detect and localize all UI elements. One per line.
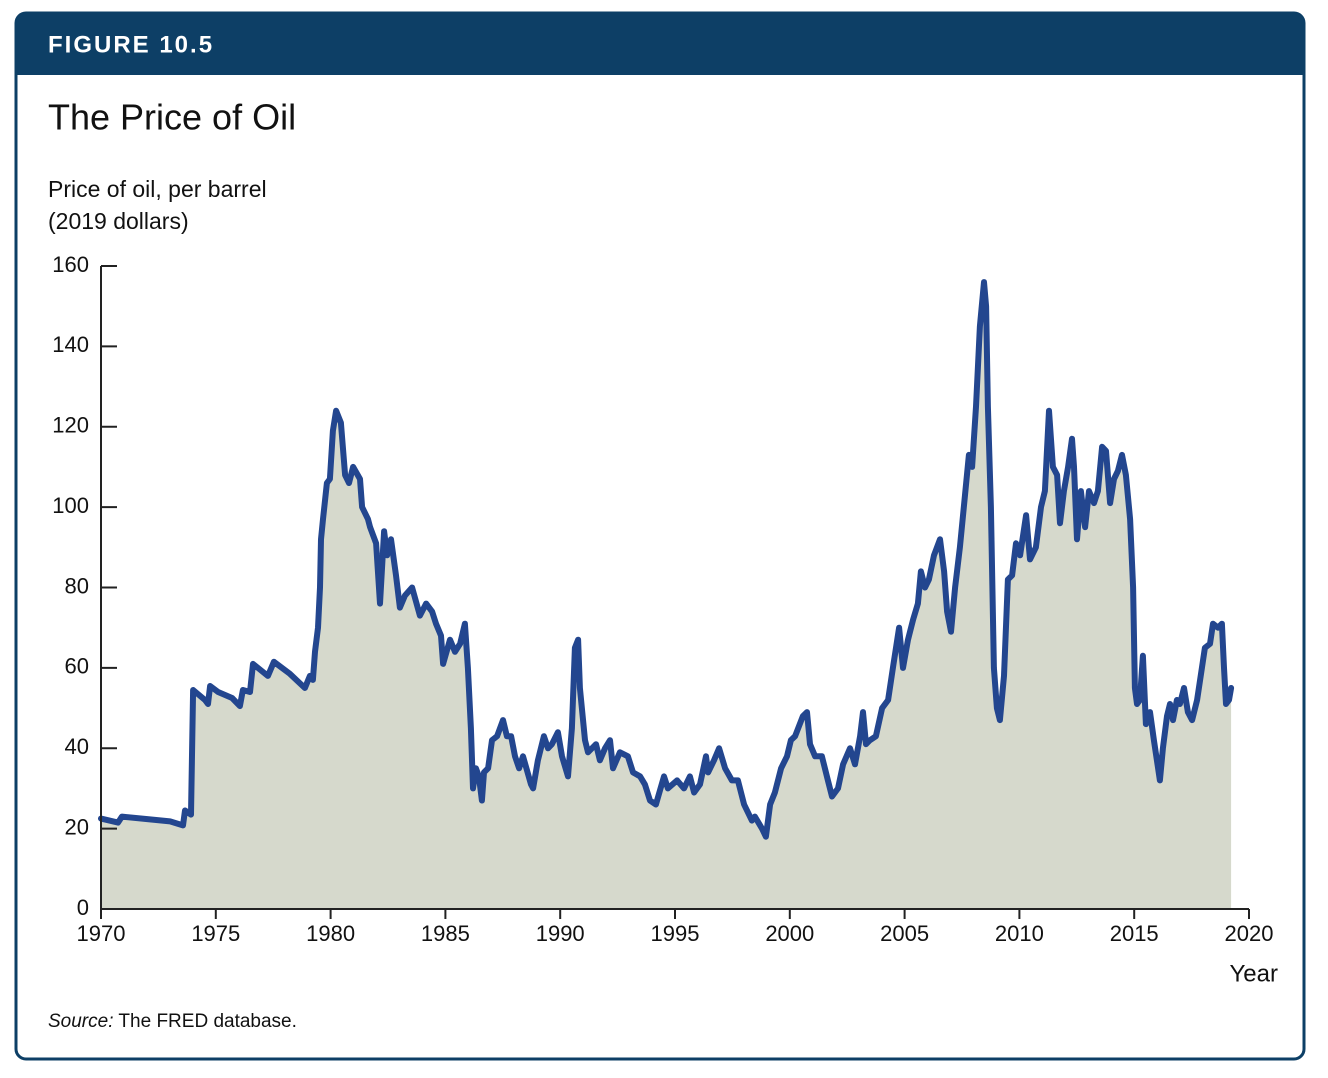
x-tick-label: 2020 (1225, 921, 1274, 946)
x-tick-label: 1980 (306, 921, 355, 946)
x-tick-label: 1975 (191, 921, 240, 946)
x-tick-label: 2015 (1110, 921, 1159, 946)
y-tick-label: 60 (65, 654, 89, 679)
area-fill (101, 282, 1232, 910)
x-tick-label: 2010 (995, 921, 1044, 946)
x-tick-label: 2005 (880, 921, 929, 946)
header-bar (16, 13, 1304, 75)
x-tick-label: 2000 (765, 921, 814, 946)
y-tick-label: 20 (65, 814, 89, 839)
y-tick-label: 140 (52, 332, 89, 357)
y-axis-label: Price of oil, per barrel (48, 176, 267, 202)
x-tick-label: 1995 (651, 921, 700, 946)
chart-title: The Price of Oil (48, 97, 296, 138)
figure-label: FIGURE 10.5 (48, 31, 214, 58)
x-tick-label: 1990 (536, 921, 585, 946)
y-tick-label: 0 (77, 895, 89, 920)
price-line (98, 279, 1235, 840)
y-tick-label: 120 (52, 413, 89, 438)
y-tick-label: 40 (65, 734, 89, 759)
x-axis-label: Year (1230, 960, 1279, 987)
source-note: Source: The FRED database. (48, 1011, 297, 1032)
source-text: The FRED database. (118, 1011, 296, 1032)
y-axis-label: (2019 dollars) (48, 208, 189, 234)
x-tick-label: 1970 (77, 921, 126, 946)
source-label: Source: (48, 1011, 113, 1032)
y-tick-label: 80 (65, 573, 89, 598)
y-tick-label: 160 (52, 252, 89, 277)
y-tick-label: 100 (52, 493, 89, 518)
x-tick-label: 1985 (421, 921, 470, 946)
